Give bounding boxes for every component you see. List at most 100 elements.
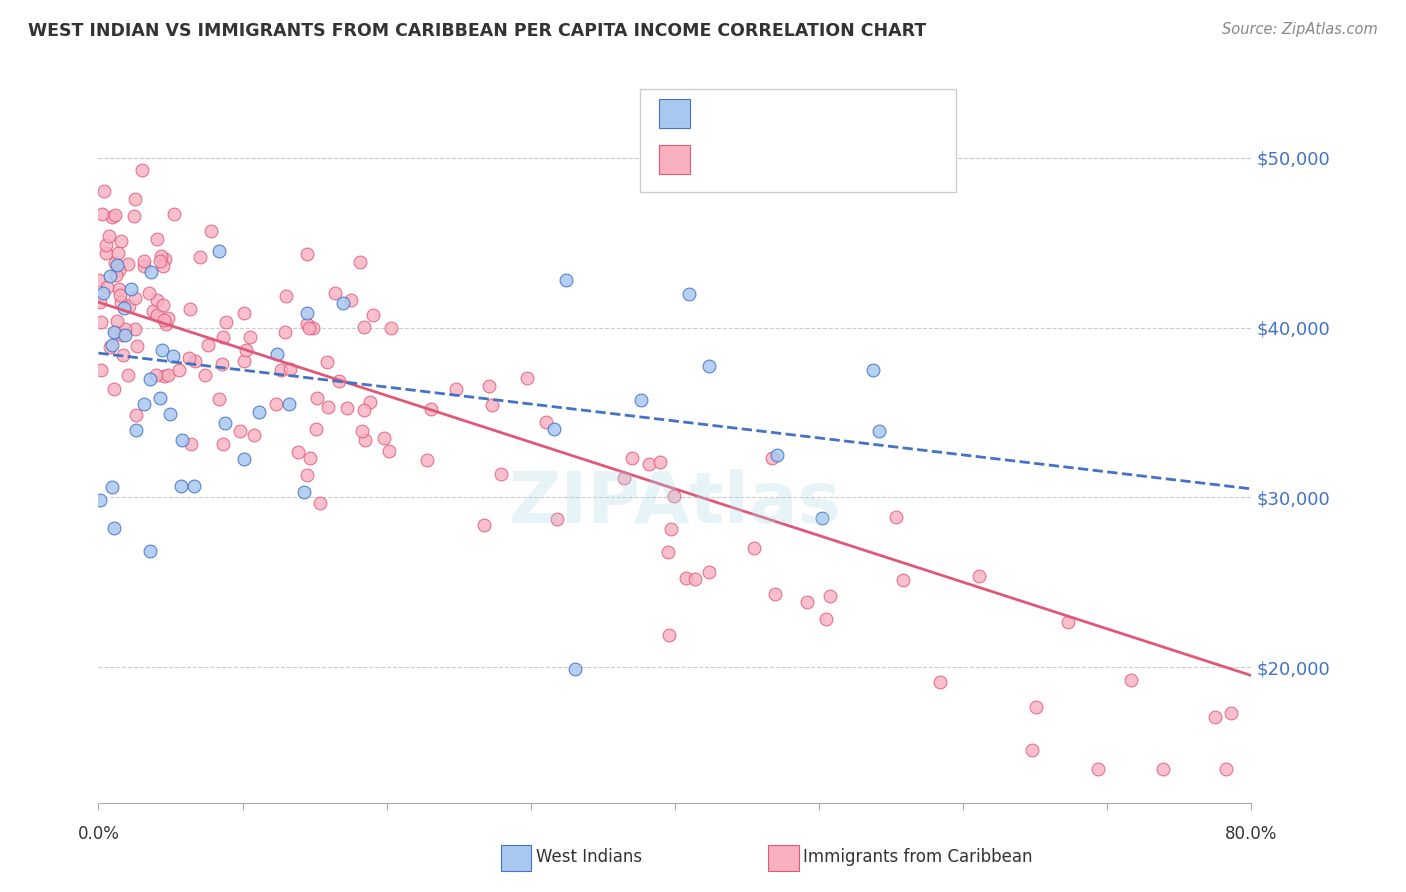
Point bbox=[893, 573, 915, 587]
Point bbox=[132, 396, 155, 410]
Point bbox=[297, 247, 319, 261]
Point bbox=[868, 424, 890, 438]
Point bbox=[818, 589, 841, 603]
Point bbox=[110, 294, 132, 309]
Point bbox=[169, 479, 191, 493]
Point bbox=[110, 234, 132, 248]
Point bbox=[305, 391, 328, 405]
Text: WEST INDIAN VS IMMIGRANTS FROM CARIBBEAN PER CAPITA INCOME CORRELATION CHART: WEST INDIAN VS IMMIGRANTS FROM CARIBBEAN… bbox=[28, 22, 927, 40]
Point bbox=[419, 402, 441, 417]
Point bbox=[211, 358, 233, 372]
Point bbox=[353, 402, 375, 417]
Point bbox=[232, 452, 254, 467]
Point bbox=[378, 443, 401, 458]
Point bbox=[211, 330, 233, 344]
Point bbox=[229, 424, 252, 438]
Point bbox=[297, 306, 319, 320]
Point bbox=[169, 363, 191, 377]
Point bbox=[120, 282, 142, 296]
Point bbox=[104, 256, 127, 270]
Point bbox=[211, 437, 233, 451]
Point bbox=[132, 253, 155, 268]
Point bbox=[811, 510, 834, 524]
Point bbox=[145, 368, 167, 382]
Point bbox=[122, 209, 145, 223]
Point bbox=[98, 339, 121, 353]
Point bbox=[101, 210, 124, 224]
Point bbox=[112, 301, 135, 315]
Point bbox=[100, 269, 122, 284]
Point bbox=[298, 450, 321, 465]
Point bbox=[87, 273, 110, 287]
Point bbox=[361, 308, 384, 322]
Point bbox=[153, 368, 176, 383]
Point bbox=[105, 258, 128, 272]
Point bbox=[134, 260, 156, 274]
Point bbox=[478, 378, 501, 392]
Point bbox=[929, 675, 952, 690]
Point bbox=[108, 282, 131, 296]
Point bbox=[373, 431, 395, 445]
Point bbox=[131, 162, 153, 177]
Point bbox=[103, 325, 125, 339]
Point bbox=[308, 496, 330, 510]
Point bbox=[159, 407, 181, 421]
Point bbox=[125, 409, 148, 423]
Point bbox=[444, 382, 467, 396]
Point bbox=[90, 363, 112, 377]
Point bbox=[155, 317, 177, 331]
Point bbox=[884, 510, 907, 524]
Point bbox=[967, 569, 990, 583]
Point bbox=[349, 255, 371, 269]
Point bbox=[766, 448, 789, 462]
Point bbox=[172, 433, 194, 447]
Point bbox=[153, 312, 176, 326]
Point bbox=[105, 325, 128, 339]
Point bbox=[149, 253, 172, 268]
Point bbox=[678, 286, 700, 301]
Point bbox=[302, 321, 325, 335]
Point bbox=[1021, 742, 1043, 756]
Point bbox=[546, 512, 568, 526]
Point bbox=[814, 612, 837, 626]
Point bbox=[683, 572, 706, 586]
Point bbox=[336, 401, 359, 416]
Point bbox=[235, 343, 257, 358]
Point bbox=[91, 207, 114, 221]
Text: ZIPAtlas: ZIPAtlas bbox=[509, 469, 841, 538]
Point bbox=[138, 286, 160, 301]
Point bbox=[359, 395, 381, 409]
Text: 42: 42 bbox=[855, 104, 880, 122]
Point bbox=[127, 338, 149, 352]
Point bbox=[139, 544, 162, 558]
Point bbox=[125, 423, 148, 437]
Point bbox=[188, 250, 211, 264]
Point bbox=[89, 294, 111, 309]
Point bbox=[104, 208, 127, 222]
Point bbox=[243, 428, 266, 442]
Point bbox=[233, 354, 256, 368]
Point bbox=[323, 285, 346, 300]
Point bbox=[107, 245, 129, 260]
Point bbox=[416, 453, 439, 467]
Point bbox=[659, 522, 682, 536]
Point bbox=[124, 322, 146, 336]
Point bbox=[555, 273, 578, 287]
Point bbox=[177, 351, 200, 366]
Point bbox=[266, 397, 288, 411]
Point bbox=[637, 457, 659, 471]
Point bbox=[93, 184, 115, 198]
Point bbox=[103, 521, 125, 535]
Point bbox=[150, 343, 173, 358]
Point bbox=[298, 321, 321, 335]
Text: -0.625: -0.625 bbox=[742, 151, 796, 169]
Point bbox=[111, 328, 134, 343]
Text: R =: R = bbox=[700, 104, 737, 122]
Point bbox=[117, 257, 139, 271]
Point bbox=[761, 450, 783, 465]
Point bbox=[149, 391, 172, 405]
Point bbox=[277, 397, 299, 411]
Text: 0.0%: 0.0% bbox=[77, 825, 120, 843]
Point bbox=[214, 416, 236, 430]
Text: Immigrants from Caribbean: Immigrants from Caribbean bbox=[803, 848, 1032, 866]
